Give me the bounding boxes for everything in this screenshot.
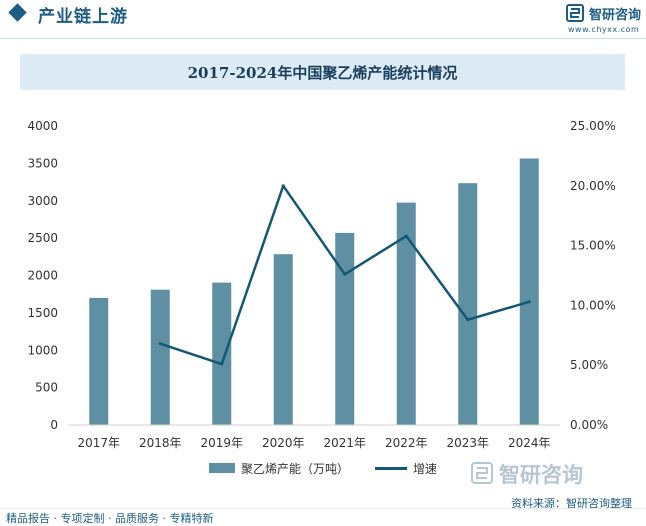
footer-bar bbox=[0, 508, 646, 525]
y-left-tick-label: 0 bbox=[50, 418, 58, 432]
x-tick-label: 2022年 bbox=[385, 436, 428, 450]
bar-series bbox=[89, 158, 539, 426]
section-title: 产业链上游 bbox=[38, 7, 128, 27]
x-tick-label: 2024年 bbox=[508, 436, 551, 450]
bar bbox=[335, 232, 355, 425]
legend-label-growth: 增速 bbox=[413, 461, 438, 476]
chart-title: 2017-2024年中国聚乙烯产能统计情况 bbox=[187, 63, 458, 82]
y-left-tick-label: 500 bbox=[35, 381, 58, 395]
x-tick-label: 2021年 bbox=[323, 436, 366, 450]
line-series bbox=[158, 184, 531, 366]
header-bar: 产业链上游 智研咨询 www.chyxx.com bbox=[0, 0, 646, 34]
bar bbox=[458, 183, 478, 425]
y-right-tick-label: 25.00% bbox=[570, 119, 616, 133]
source-note: 资料来源：智研咨询整理 bbox=[511, 497, 632, 510]
y-left-tick-label: 4000 bbox=[27, 119, 58, 133]
x-tick-label: 2020年 bbox=[262, 436, 305, 450]
y-left-tick-label: 2500 bbox=[27, 231, 58, 245]
x-tick-label: 2019年 bbox=[200, 436, 243, 450]
y-right-tick-label: 10.00% bbox=[570, 298, 616, 312]
bar bbox=[273, 254, 293, 425]
bar bbox=[396, 202, 416, 425]
y-right-tick-label: 0.00% bbox=[570, 418, 608, 432]
brand-url: www.chyxx.com bbox=[568, 25, 640, 34]
bar bbox=[150, 289, 170, 425]
x-axis: 2017年 2018年 2019年 2020年 2021年 2022年 2023年 2024年 bbox=[77, 436, 550, 450]
bar bbox=[89, 297, 109, 425]
growth-point bbox=[527, 300, 531, 304]
source-logo-icon bbox=[471, 462, 493, 484]
legend-label-capacity: 聚乙烯产能（万吨） bbox=[240, 461, 349, 476]
legend-line-swatch bbox=[375, 466, 407, 470]
growth-point bbox=[220, 362, 224, 366]
growth-point bbox=[158, 342, 162, 346]
combo-chart: 0 500 1000 1500 2000 2500 3000 3500 4000 0.00% 5.… bbox=[27, 119, 616, 450]
y-right-tick-label: 20.00% bbox=[570, 179, 616, 193]
legend-item-growth: 增速 bbox=[375, 460, 437, 477]
growth-point bbox=[343, 272, 347, 276]
y-left-tick-label: 2000 bbox=[27, 269, 58, 283]
x-tick-label: 2017年 bbox=[77, 436, 120, 450]
chart-title-band: 2017-2024年中国聚乙烯产能统计情况 bbox=[20, 54, 625, 90]
growth-point bbox=[281, 184, 285, 188]
y-left-tick-label: 3000 bbox=[27, 194, 58, 208]
legend: 聚乙烯产能（万吨） 增速 bbox=[0, 458, 646, 478]
footer-tagline: 精品报告 · 专项定制 · 品质服务 · 专精特新 bbox=[6, 512, 214, 525]
y-axis-right: 0.00% 5.00% 10.00% 15.00% 20.00% 25.00% bbox=[570, 119, 616, 432]
y-left-tick-label: 1500 bbox=[27, 306, 58, 320]
x-tick-label: 2018年 bbox=[139, 436, 182, 450]
y-right-tick-label: 5.00% bbox=[570, 358, 608, 372]
brand-logo-icon bbox=[566, 4, 584, 22]
header-divider bbox=[0, 38, 646, 39]
y-right-tick-label: 15.00% bbox=[570, 239, 616, 253]
brand-name: 智研咨询 bbox=[589, 8, 642, 23]
x-tick-label: 2023年 bbox=[446, 436, 489, 450]
y-left-tick-label: 1000 bbox=[27, 343, 58, 357]
legend-bar-swatch bbox=[208, 463, 235, 473]
legend-item-capacity: 聚乙烯产能（万吨） bbox=[208, 460, 349, 477]
growth-point bbox=[404, 234, 408, 238]
bar bbox=[519, 158, 539, 426]
growth-point bbox=[466, 318, 470, 322]
bar bbox=[212, 282, 232, 425]
y-left-tick-label: 3500 bbox=[27, 156, 58, 170]
diamond-icon bbox=[8, 3, 27, 22]
y-axis-left: 0 500 1000 1500 2000 2500 3000 3500 4000 bbox=[27, 119, 58, 432]
source-brand: 智研咨询 bbox=[499, 463, 583, 487]
